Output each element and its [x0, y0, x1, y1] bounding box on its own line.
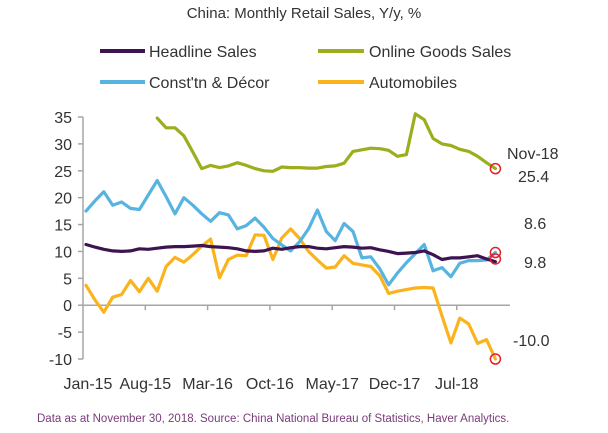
end-markers — [489, 162, 502, 365]
y-tick-label: 35 — [54, 110, 72, 127]
legend-label-construction: Const'tn & Décor — [149, 75, 270, 92]
x-tick-label: Jan-15 — [64, 376, 113, 393]
x-tick-label: May-17 — [306, 376, 359, 393]
y-tick-label: 10 — [54, 244, 72, 261]
legend-label-online: Online Goods Sales — [369, 44, 511, 61]
annotation-online-value: 25.4 — [518, 169, 549, 186]
annotation-date: Nov-18 — [507, 146, 559, 163]
series-line-online-goods-sales — [155, 112, 497, 173]
annotation-const-value: 8.6 — [524, 216, 546, 233]
x-tick-label: Oct-16 — [246, 376, 294, 393]
series-lines — [84, 112, 497, 361]
axes: 35 30 25 20 15 10 5 0 -5 -10 Jan-15 Aug-15 Mar-16 Oct… — [49, 110, 510, 393]
series-line-const-tn-d-cor — [84, 178, 497, 287]
footer-source: Data as at November 30, 2018. Source: Ch… — [37, 413, 509, 425]
legend: Headline Sales Online Goods Sales Const'… — [100, 44, 511, 92]
x-tick-label: Jul-18 — [435, 376, 479, 393]
end-marker-headline-sales — [489, 253, 502, 265]
end-marker-automobiles — [489, 353, 502, 365]
y-tick-label: 25 — [54, 164, 72, 181]
series-line-headline-sales — [84, 242, 497, 264]
end-marker-const-tn-d-cor — [489, 246, 502, 259]
legend-label-headline: Headline Sales — [149, 44, 257, 61]
y-tick-label: 0 — [63, 298, 72, 315]
y-tick-label: 5 — [63, 271, 72, 288]
x-tick-label: Dec-17 — [369, 376, 421, 393]
y-tick-label: 20 — [54, 191, 72, 208]
chart-title: China: Monthly Retail Sales, Y/y, % — [187, 5, 422, 22]
y-tick-label: -10 — [49, 352, 72, 369]
end-marker-online-goods-sales — [489, 162, 502, 175]
y-tick-label: 15 — [54, 218, 72, 235]
y-tick-label: 30 — [54, 137, 72, 154]
y-tick-label: -5 — [58, 325, 72, 342]
legend-label-automobiles: Automobiles — [369, 75, 457, 92]
annotation-auto-value: -10.0 — [513, 333, 550, 350]
x-tick-label: Aug-15 — [120, 376, 172, 393]
series-line-automobiles — [84, 227, 497, 361]
annotation-headline-value: 9.8 — [524, 255, 546, 272]
x-tick-label: Mar-16 — [182, 376, 233, 393]
